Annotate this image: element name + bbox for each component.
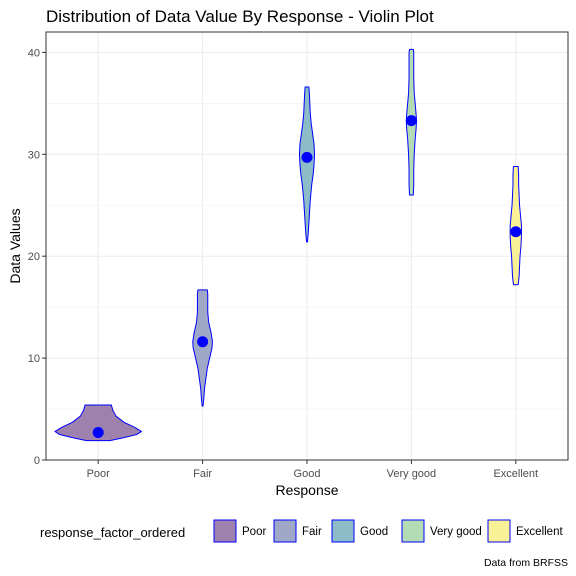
mean-point-excellent (510, 226, 522, 238)
legend-label: Poor (242, 526, 266, 538)
mean-point-good (301, 151, 313, 163)
legend-key (213, 519, 237, 543)
y-tick-label: 0 (34, 455, 40, 467)
mean-points (92, 115, 522, 438)
legend: response_factor_ordered Poor Fair Good Very… (40, 519, 563, 543)
violin-fair (192, 289, 213, 407)
caption: Data from BRFSS (484, 557, 568, 569)
x-tick-label: Very good (387, 468, 437, 480)
violin-excellent (509, 166, 522, 286)
legend-items: Poor Fair Good Very good Excellent (213, 519, 563, 543)
mean-point-very-good (405, 115, 417, 127)
x-tick-label: Poor (87, 468, 111, 480)
legend-key (273, 519, 297, 543)
y-axis-ticks: 0 10 20 30 40 (28, 47, 46, 467)
y-tick-label: 10 (28, 353, 40, 365)
mean-point-poor (92, 426, 104, 438)
legend-key (487, 519, 511, 543)
legend-label: Very good (430, 526, 482, 538)
chart-title: Distribution of Data Value By Response -… (46, 7, 434, 26)
legend-item-poor: Poor (213, 519, 266, 543)
y-tick-label: 20 (28, 251, 40, 263)
x-tick-label: Excellent (493, 468, 538, 480)
legend-title: response_factor_ordered (40, 525, 185, 540)
legend-label: Excellent (516, 526, 563, 538)
y-tick-label: 30 (28, 149, 40, 161)
legend-label: Fair (302, 526, 322, 538)
x-tick-label: Good (294, 468, 321, 480)
legend-item-excellent: Excellent (487, 519, 563, 543)
violins (54, 48, 522, 442)
y-tick-label: 40 (28, 47, 40, 59)
legend-item-very-good: Very good (401, 519, 482, 543)
legend-key (331, 519, 355, 543)
violin-good (298, 86, 316, 243)
x-axis-ticks: Poor Fair Good Very good Excellent (87, 460, 538, 480)
x-axis-title: Response (275, 482, 338, 498)
y-axis-title: Data Values (7, 208, 23, 283)
violin-poor (54, 404, 142, 442)
legend-item-fair: Fair (273, 519, 322, 543)
x-tick-label: Fair (193, 468, 212, 480)
legend-item-good: Good (331, 519, 388, 543)
legend-label: Good (360, 526, 388, 538)
mean-point-fair (197, 336, 209, 348)
legend-key (401, 519, 425, 543)
